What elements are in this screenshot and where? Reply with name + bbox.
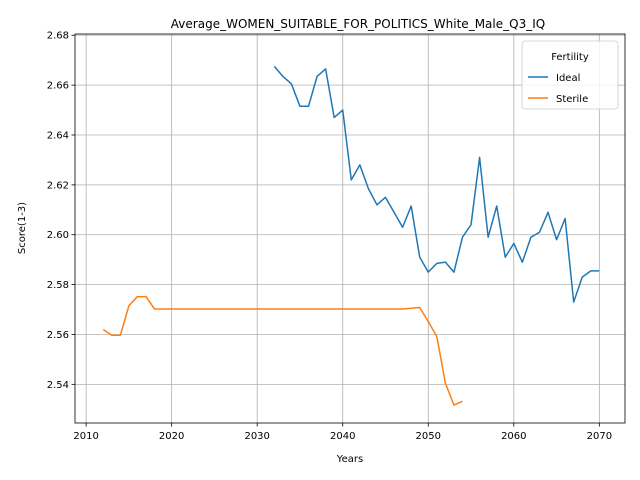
x-tick-label: 2050 bbox=[416, 431, 441, 442]
plot-frame bbox=[74, 33, 626, 424]
y-tick-label: 2.58 bbox=[47, 280, 69, 291]
y-axis-ticks: 2.54 2.56 2.58 2.60 2.62 2.64 2.66 2.68 bbox=[47, 31, 75, 391]
x-axis-ticks: 2010 2020 2030 2040 2050 2060 2070 bbox=[73, 423, 612, 442]
x-tick-label: 2010 bbox=[73, 431, 98, 442]
legend-label-sterile: Sterile bbox=[556, 94, 588, 105]
x-tick-label: 2030 bbox=[244, 431, 269, 442]
chart-title: Average_WOMEN_SUITABLE_FOR_POLITICS_Whit… bbox=[171, 17, 545, 31]
series-lines bbox=[102, 65, 600, 406]
y-tick-label: 2.68 bbox=[47, 31, 69, 42]
x-tick-label: 2020 bbox=[159, 431, 184, 442]
x-tick-label: 2060 bbox=[501, 431, 526, 442]
y-tick-label: 2.64 bbox=[47, 130, 69, 141]
x-tick-label: 2040 bbox=[330, 431, 355, 442]
x-tick-label: 2070 bbox=[587, 431, 612, 442]
y-tick-label: 2.56 bbox=[47, 330, 69, 341]
series-line-sterile bbox=[102, 295, 463, 406]
legend-title: Fertility bbox=[551, 52, 589, 63]
series-line-ideal bbox=[273, 65, 600, 303]
legend: Fertility Ideal Sterile bbox=[521, 40, 619, 110]
y-tick-label: 2.54 bbox=[47, 380, 69, 391]
x-axis-label: Years bbox=[336, 454, 363, 465]
y-axis-label: Score(1-3) bbox=[17, 202, 28, 254]
legend-label-ideal: Ideal bbox=[556, 73, 580, 84]
legend-box bbox=[521, 40, 619, 110]
y-tick-label: 2.62 bbox=[47, 180, 69, 191]
y-tick-label: 2.66 bbox=[47, 81, 69, 92]
y-tick-label: 2.60 bbox=[47, 230, 69, 241]
